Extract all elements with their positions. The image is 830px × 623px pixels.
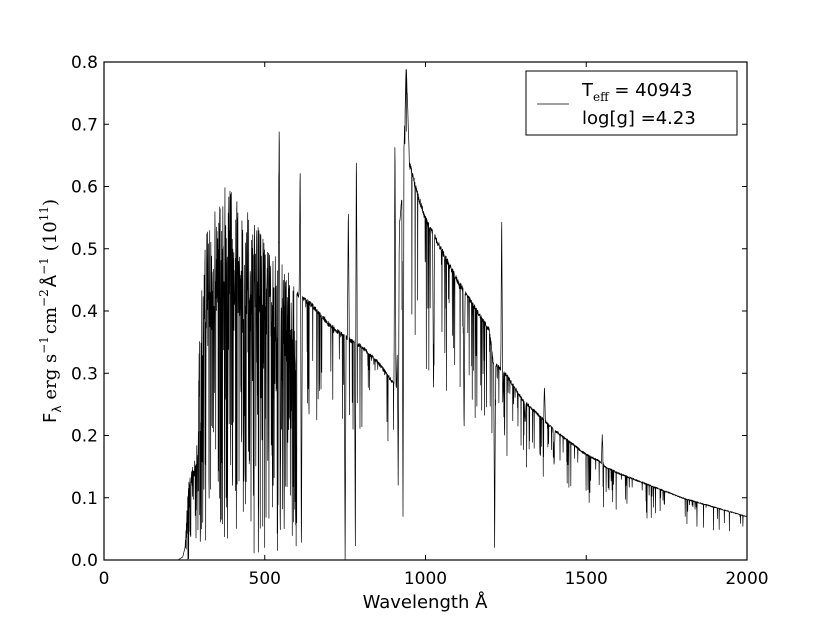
tick-layer: 0 500 1000 1500 2000 0.0 0.1 0.2 0.3 0.4 0.5 0.6 0.7… [71,53,769,589]
y-tick-label: 0.1 [71,489,98,509]
y-label-scale-close: ) [40,199,61,206]
y-label-angstrom: Å [39,274,61,287]
y-label-scale-open: (10 [40,221,61,251]
legend-teff-value: = 40943 [609,80,693,101]
x-tick-label: 2000 [725,569,768,589]
x-tick-label: 500 [249,569,281,589]
y-tick-label: 0.0 [71,551,98,571]
y-label-exp-angstrom: −1 [37,257,51,275]
series-layer [103,68,748,561]
y-label-exp-s: −1 [37,336,51,354]
y-tick-label: 0.2 [71,427,98,447]
x-tick-label: 0 [99,569,110,589]
y-label-erg-s: erg s [40,354,61,400]
legend-teff-subscript: eff [593,90,610,104]
legend-box [525,70,738,136]
legend-teff-symbol: T [581,80,594,101]
y-tick-label: 0.3 [71,364,98,384]
legend: Teff = 40943 log[g] =4.23 [525,70,738,136]
y-tick-label: 0.5 [71,240,98,260]
y-tick-label: 0.4 [71,302,98,322]
y-axis-label: Fλerg s−1cm−2Å−1(1011) [37,199,64,423]
y-tick-label: 0.6 [71,178,98,198]
spectrum-line [103,68,748,561]
y-label-exp-cm: −2 [37,289,51,307]
y-tick-label: 0.8 [71,53,98,73]
y-label-scale-exp: 11 [37,206,51,221]
y-tick-label: 0.7 [71,115,98,135]
y-label-flux-symbol: F [40,413,61,423]
y-label-flux-subscript: λ [50,406,64,413]
legend-logg: log[g] =4.23 [582,108,696,129]
y-label-cm: cm [40,307,61,334]
x-tick-label: 1500 [565,569,608,589]
legend-teff: Teff = 40943 [581,80,692,104]
x-tick-label: 1000 [404,569,447,589]
x-axis-label: Wavelength Å [363,591,489,613]
